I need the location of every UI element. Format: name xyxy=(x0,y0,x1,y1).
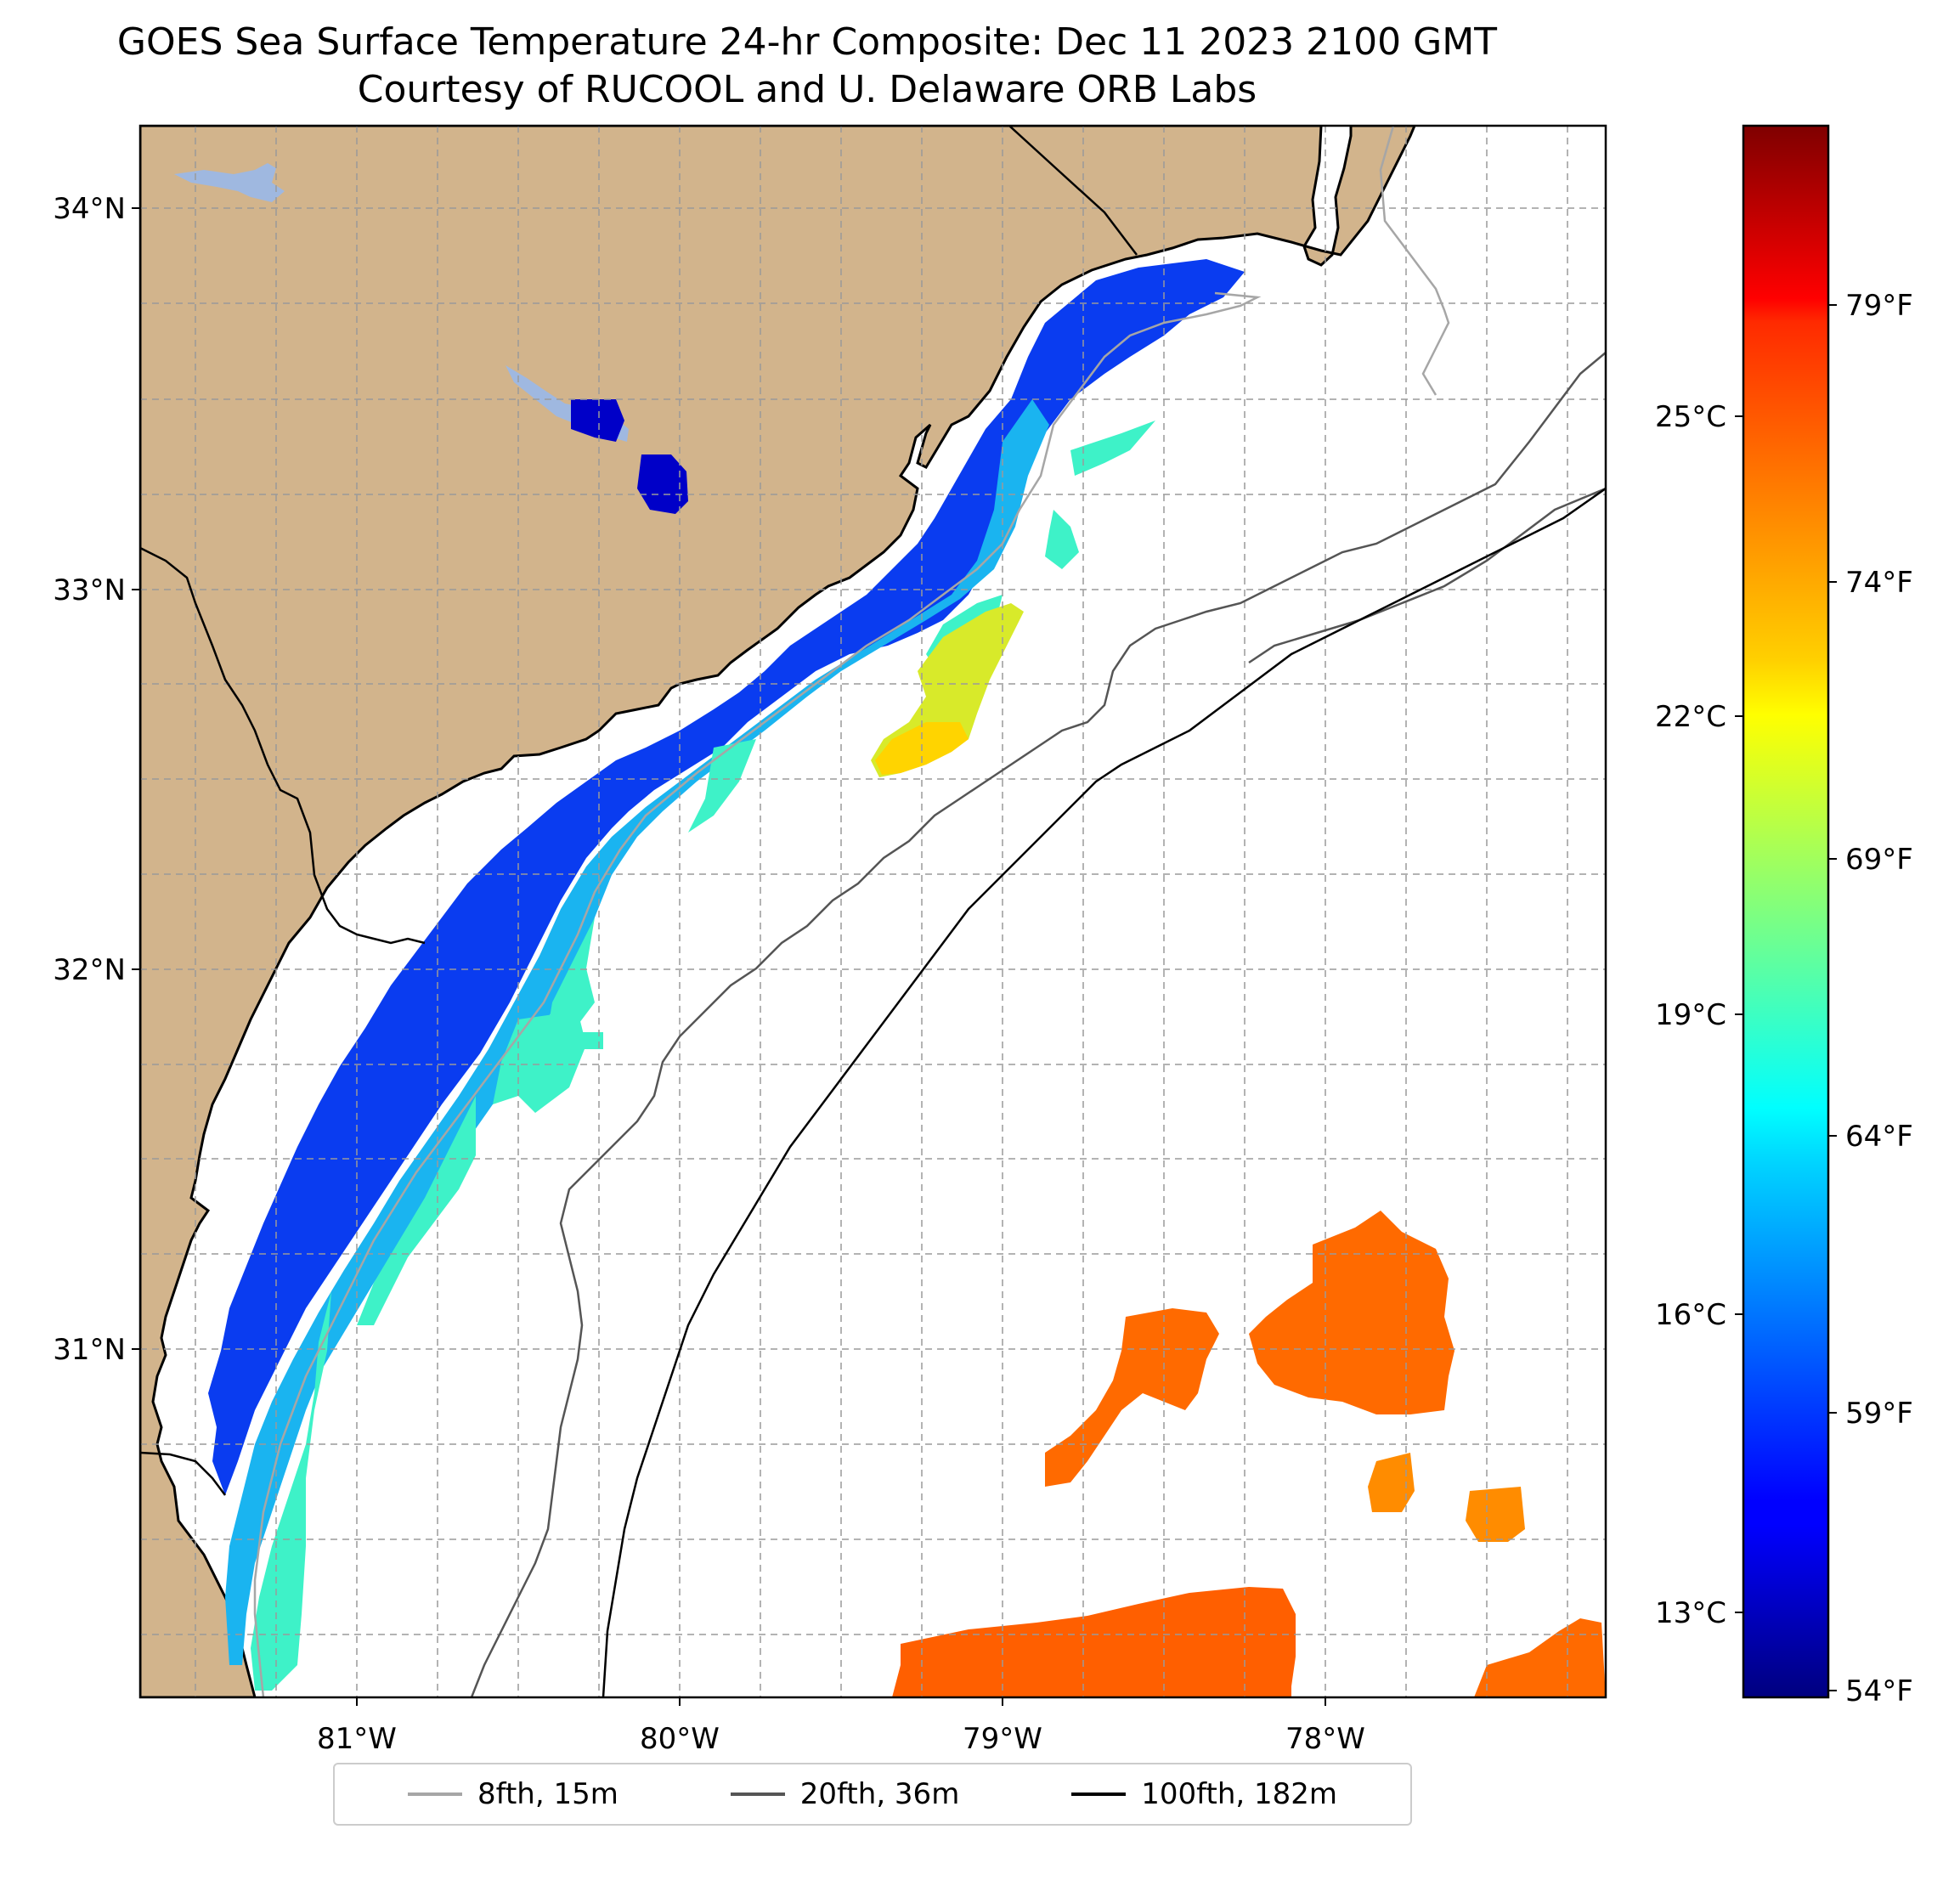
legend-label: 8fth, 15m xyxy=(477,1777,619,1811)
sst-offshore-eddy-2 xyxy=(1045,1308,1219,1487)
legend-label: 100fth, 182m xyxy=(1141,1777,1338,1811)
lon-tick-label: 81°W xyxy=(317,1722,397,1756)
colorbar-celsius-label: 25°C xyxy=(1655,400,1726,434)
map-frame xyxy=(138,124,1607,1699)
colorbar-fahrenheit-label: 74°F xyxy=(1845,566,1913,600)
isobath-legend: 8fth, 15m 20fth, 36m 100fth, 182m xyxy=(333,1763,1412,1826)
sst-offshore-eddy-3 xyxy=(1368,1453,1525,1542)
lon-tick-label: 78°W xyxy=(1285,1722,1365,1756)
colorbar-fahrenheit-label: 64°F xyxy=(1845,1120,1913,1154)
colorbar-fahrenheit-label: 54°F xyxy=(1845,1674,1913,1708)
map-area xyxy=(138,124,1607,1699)
lat-tick-label: 33°N xyxy=(53,573,126,607)
lake-1 xyxy=(174,163,285,202)
isobath-20fth xyxy=(470,352,1606,1697)
lat-tick-label: 31°N xyxy=(53,1333,126,1367)
colorbar-celsius-label: 16°C xyxy=(1655,1298,1726,1332)
colorbar-fahrenheit-label: 69°F xyxy=(1845,843,1913,877)
colorbar-celsius-label: 19°C xyxy=(1655,998,1726,1032)
state-boundary xyxy=(140,126,1138,1496)
colorbar-fahrenheit-label: 79°F xyxy=(1845,289,1913,323)
legend-label: 20fth, 36m xyxy=(799,1777,960,1811)
lat-tick-label: 32°N xyxy=(53,953,126,987)
isobath-8fth xyxy=(253,126,1450,1697)
sst-outer-edge xyxy=(251,421,1155,1691)
colorbar-fahrenheit-label: 59°F xyxy=(1845,1397,1913,1431)
legend-line-swatch xyxy=(730,1792,785,1796)
colorbar-celsius-label: 13°C xyxy=(1655,1596,1726,1630)
legend-item-8fth: 8fth, 15m xyxy=(407,1777,619,1811)
lon-tick-label: 79°W xyxy=(963,1722,1042,1756)
sst-lake-cold xyxy=(571,399,688,514)
lat-tick-label: 34°N xyxy=(53,192,126,226)
legend-line-swatch xyxy=(407,1792,462,1796)
axis-ticks xyxy=(132,207,1326,1706)
legend-item-100fth: 100fth, 182m xyxy=(1071,1777,1337,1811)
colorbar-ticks xyxy=(1735,304,1837,1691)
colorbar-gradient xyxy=(1742,124,1830,1699)
sst-offshore-eddy-5 xyxy=(1474,1618,1606,1697)
title-line-1: GOES Sea Surface Temperature 24-hr Compo… xyxy=(116,20,1498,64)
map-title: GOES Sea Surface Temperature 24-hr Compo… xyxy=(0,19,1614,114)
sst-offshore-eddy-1 xyxy=(1249,1211,1454,1414)
gridlines xyxy=(140,126,1606,1697)
isobath-100fth xyxy=(602,487,1606,1697)
colorbar: 13°C 16°C 19°C 22°C 25°C 54°F 59°F 64°F … xyxy=(1655,124,1913,1708)
title-line-2: Courtesy of RUCOOL and U. Delaware ORB L… xyxy=(357,68,1257,111)
land-mainland xyxy=(140,126,1416,1697)
lon-tick-label: 80°W xyxy=(640,1722,720,1756)
colorbar-celsius-label: 22°C xyxy=(1655,700,1726,734)
legend-line-swatch xyxy=(1071,1792,1127,1796)
legend-item-20fth: 20fth, 36m xyxy=(730,1777,960,1811)
sst-offshore-eddy-4 xyxy=(892,1587,1296,1697)
